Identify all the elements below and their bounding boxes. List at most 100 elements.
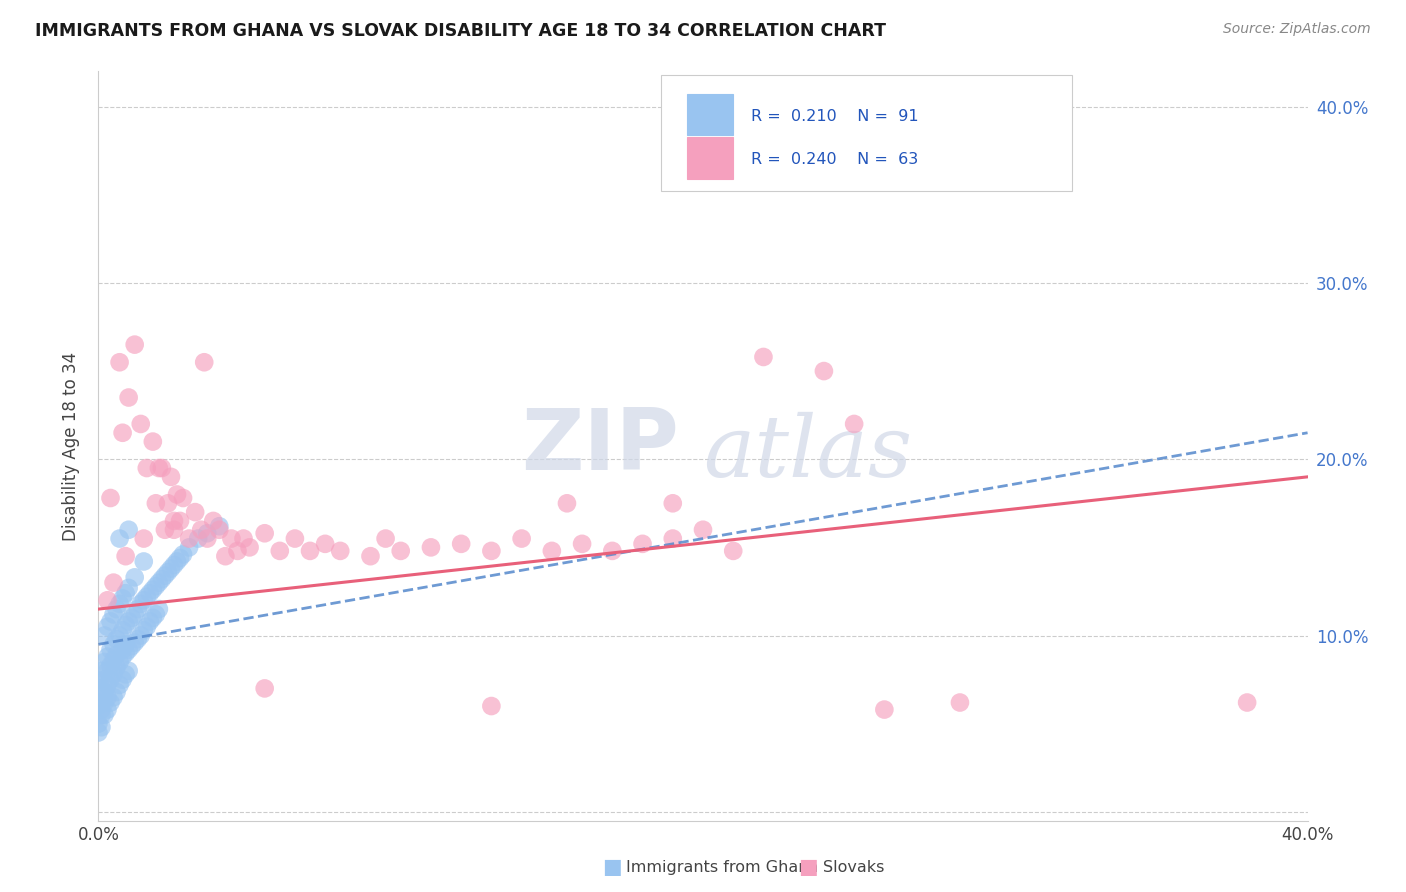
Point <box>153 568 176 582</box>
Point <box>127 632 149 646</box>
Point <box>111 673 134 687</box>
Text: Slovaks: Slovaks <box>823 860 884 874</box>
Point <box>96 690 118 705</box>
Point <box>124 337 146 351</box>
Point <box>142 611 165 625</box>
Point <box>481 699 503 714</box>
Point <box>132 593 155 607</box>
Point <box>135 590 157 604</box>
Point <box>150 572 173 586</box>
Point <box>103 575 125 590</box>
Point <box>195 532 218 546</box>
Point <box>253 526 276 541</box>
Point <box>253 681 276 696</box>
Point <box>481 544 503 558</box>
Text: IMMIGRANTS FROM GHANA VS SLOVAK DISABILITY AGE 18 TO 34 CORRELATION CHART: IMMIGRANTS FROM GHANA VS SLOVAK DISABILI… <box>35 22 886 40</box>
Point <box>132 554 155 568</box>
Point <box>163 523 186 537</box>
Point <box>87 699 110 714</box>
Point <box>135 620 157 634</box>
Point <box>100 615 122 629</box>
Point <box>142 434 165 449</box>
Point <box>108 655 131 669</box>
Point <box>169 514 191 528</box>
Point <box>100 491 122 505</box>
Point <box>172 491 194 505</box>
Point <box>105 685 128 699</box>
Point <box>184 505 207 519</box>
Point <box>103 637 125 651</box>
Point <box>114 637 136 651</box>
Text: ZIP: ZIP <box>522 404 679 488</box>
Point <box>813 364 835 378</box>
Point <box>232 532 254 546</box>
Point <box>555 496 578 510</box>
Point <box>389 544 412 558</box>
Point <box>132 532 155 546</box>
Point <box>114 549 136 564</box>
Point <box>949 696 972 710</box>
Text: atlas: atlas <box>703 412 912 495</box>
Point <box>90 664 112 678</box>
Point <box>160 470 183 484</box>
Point <box>631 537 654 551</box>
Point <box>153 523 176 537</box>
Bar <box>688 94 734 135</box>
Point <box>96 702 118 716</box>
Point <box>100 642 122 657</box>
Point <box>135 461 157 475</box>
Text: Source: ZipAtlas.com: Source: ZipAtlas.com <box>1223 22 1371 37</box>
Point <box>145 607 167 622</box>
Point <box>571 537 593 551</box>
Point <box>221 532 243 546</box>
Point <box>692 523 714 537</box>
Point <box>108 628 131 642</box>
Point <box>195 526 218 541</box>
Point <box>132 624 155 638</box>
Point <box>103 653 125 667</box>
Text: Immigrants from Ghana: Immigrants from Ghana <box>626 860 818 874</box>
Point <box>118 664 141 678</box>
Point <box>172 548 194 562</box>
Point <box>226 544 249 558</box>
Point <box>90 702 112 716</box>
Point <box>103 690 125 705</box>
Point <box>121 611 143 625</box>
Point <box>111 425 134 440</box>
Point <box>118 391 141 405</box>
Point <box>510 532 533 546</box>
Point <box>121 639 143 653</box>
Point <box>214 549 236 564</box>
Point <box>105 632 128 646</box>
Point <box>269 544 291 558</box>
Point <box>96 649 118 664</box>
Point <box>450 537 472 551</box>
Point <box>208 519 231 533</box>
Point <box>96 678 118 692</box>
Point <box>360 549 382 564</box>
Point <box>124 635 146 649</box>
Point <box>90 681 112 696</box>
Point <box>374 532 396 546</box>
Point <box>193 355 215 369</box>
Point <box>100 696 122 710</box>
Point <box>108 355 131 369</box>
Point <box>87 716 110 731</box>
Point <box>142 582 165 597</box>
Point <box>129 417 152 431</box>
Point <box>90 690 112 705</box>
Point <box>111 624 134 638</box>
Point <box>752 350 775 364</box>
Point <box>114 618 136 632</box>
Point <box>118 642 141 657</box>
Text: ■: ■ <box>799 857 818 877</box>
Point <box>93 673 115 687</box>
Point <box>329 544 352 558</box>
Point <box>169 551 191 566</box>
Point <box>114 667 136 681</box>
Point <box>129 597 152 611</box>
FancyBboxPatch shape <box>661 75 1071 191</box>
Point <box>118 581 141 595</box>
Point <box>100 658 122 673</box>
Point <box>103 607 125 622</box>
